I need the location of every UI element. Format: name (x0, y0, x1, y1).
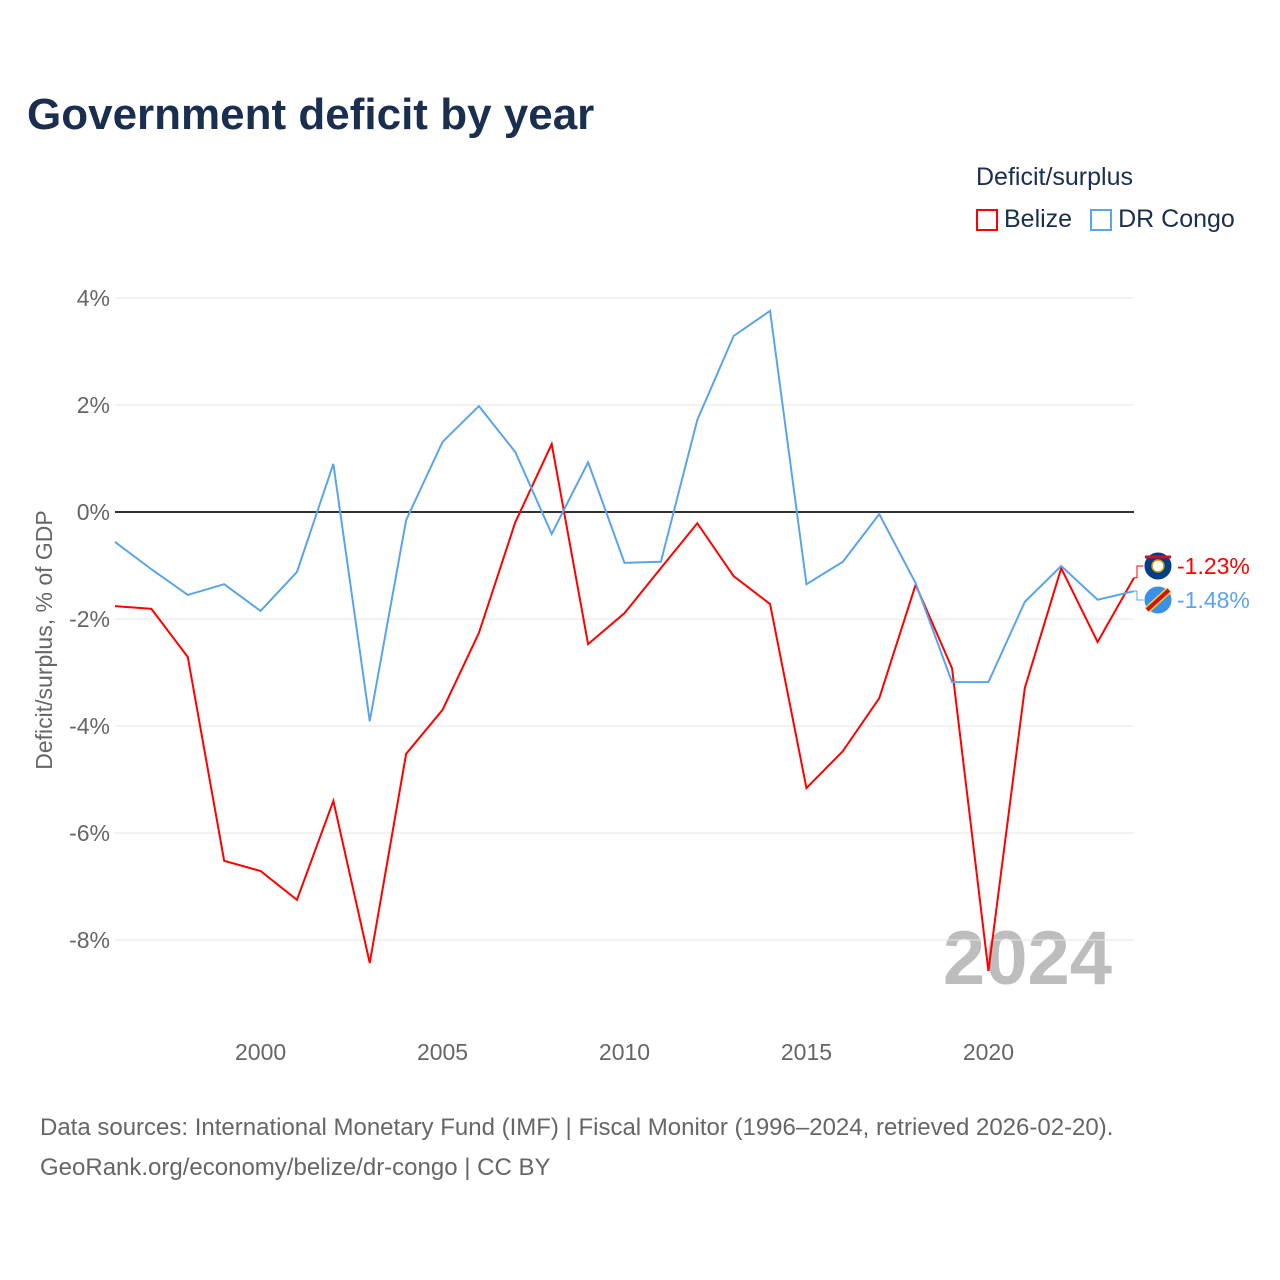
x-tick-label: 2000 (235, 1039, 286, 1065)
end-value-label: -1.48% (1177, 587, 1250, 613)
legend: Belize DR Congo (976, 205, 1235, 234)
y-tick-label: -2% (69, 606, 110, 632)
y-axis-label: Deficit/surplus, % of GDP (31, 510, 57, 769)
series-line-belize (114, 440, 1135, 972)
y-tick-label: 2% (77, 392, 110, 418)
chart-title: Government deficit by year (27, 90, 595, 139)
legend-item-belize[interactable]: Belize (976, 205, 1072, 234)
y-tick-label: -6% (69, 820, 110, 846)
flag-stripe (1145, 588, 1171, 612)
y-tick-label: 4% (77, 285, 110, 311)
end-connector (1134, 565, 1144, 579)
source-link[interactable]: GeoRank.org/economy/belize/dr-congo | CC… (40, 1154, 551, 1181)
y-tick-label: -4% (69, 713, 110, 739)
source-line: Data sources: International Monetary Fun… (40, 1114, 1114, 1141)
source-note: Data sources: International Monetary Fun… (40, 1108, 1113, 1188)
end-value-label: -1.23% (1177, 553, 1250, 579)
legend-label: Belize (1004, 205, 1073, 233)
legend-swatch-dr-congo (1090, 208, 1113, 231)
x-tick-label: 2015 (781, 1039, 832, 1065)
legend-swatch-belize (976, 208, 998, 231)
x-tick-label: 2020 (963, 1039, 1014, 1065)
x-tick-label: 2005 (417, 1039, 468, 1065)
legend-title: Deficit/surplus (976, 163, 1133, 191)
flag-emblem (1151, 559, 1165, 573)
legend-label: DR Congo (1118, 205, 1235, 233)
end-connector (1134, 590, 1144, 601)
series-line-dr-congo (114, 309, 1135, 722)
legend-item-dr-congo[interactable]: DR Congo (1090, 205, 1235, 234)
y-tick-label: -8% (69, 927, 110, 953)
y-tick-label: 0% (77, 499, 110, 525)
year-watermark: 2024 (943, 916, 1112, 1001)
x-tick-label: 2010 (599, 1039, 650, 1065)
